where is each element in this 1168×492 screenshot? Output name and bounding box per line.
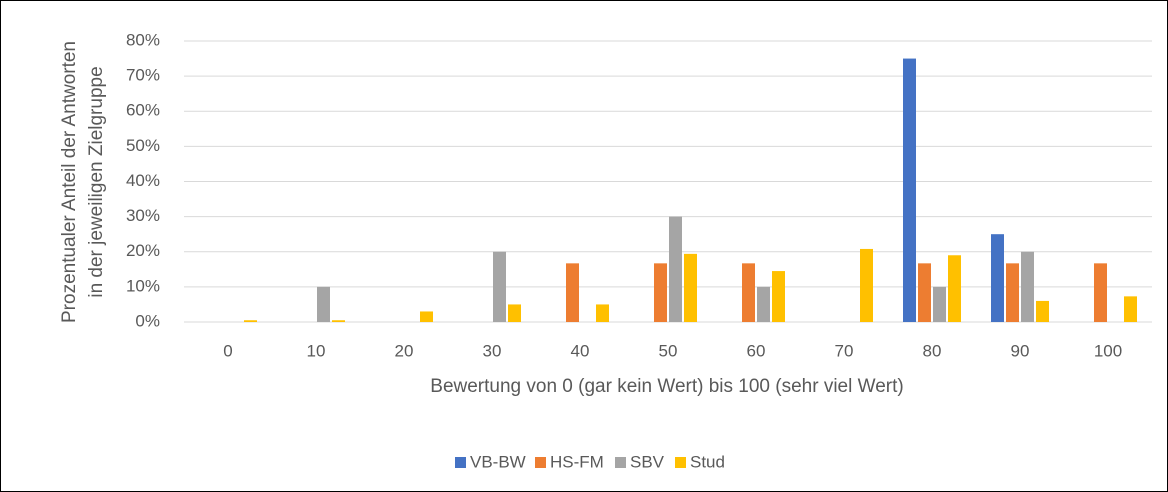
bar xyxy=(948,255,961,322)
bar xyxy=(1006,263,1019,322)
y-tick-label: 70% xyxy=(126,66,160,85)
bar xyxy=(772,271,785,322)
bar xyxy=(654,263,667,322)
legend-swatch xyxy=(675,457,686,468)
bar xyxy=(1036,300,1049,322)
legend-label: Stud xyxy=(690,452,725,471)
bar xyxy=(669,216,682,322)
x-tick-label: 10 xyxy=(307,341,326,360)
y-axis-label-line: in der jeweiligen Zielgruppe xyxy=(86,66,107,297)
bar xyxy=(684,253,697,322)
bar xyxy=(1021,251,1034,322)
y-axis-label-line: Prozentualer Anteil der Antworten xyxy=(59,41,80,323)
y-tick-label: 10% xyxy=(126,276,160,295)
bar xyxy=(991,234,1004,322)
legend-swatch xyxy=(615,457,626,468)
bar xyxy=(742,263,755,322)
y-tick-label: 50% xyxy=(126,136,160,155)
bar xyxy=(317,286,330,322)
legend-label: HS-FM xyxy=(550,452,604,471)
y-axis-label: Prozentualer Anteil der Antworten in der… xyxy=(59,41,107,323)
x-tick-label: 40 xyxy=(571,341,590,360)
x-tick-label: 20 xyxy=(395,341,414,360)
x-tick-label: 70 xyxy=(835,341,854,360)
bar xyxy=(508,304,521,322)
y-tick-label: 40% xyxy=(126,171,160,190)
legend-label: VB-BW xyxy=(470,452,526,471)
bar xyxy=(1094,263,1107,322)
bar xyxy=(860,248,873,322)
bar xyxy=(1124,296,1137,322)
bar xyxy=(596,304,609,322)
bar xyxy=(244,320,257,322)
bar xyxy=(918,263,931,322)
bar xyxy=(566,263,579,322)
y-tick-label: 80% xyxy=(126,30,160,49)
x-tick-label: 0 xyxy=(223,341,232,360)
x-tick-label: 90 xyxy=(1011,341,1030,360)
legend-label: SBV xyxy=(630,452,665,471)
bar xyxy=(332,320,345,322)
bar xyxy=(493,251,506,322)
bar xyxy=(903,58,916,322)
x-tick-label: 80 xyxy=(923,341,942,360)
bar xyxy=(933,286,946,322)
x-tick-label: 60 xyxy=(747,341,766,360)
legend-swatch xyxy=(535,457,546,468)
y-tick-label: 30% xyxy=(126,206,160,225)
bar xyxy=(420,311,433,322)
x-tick-label: 30 xyxy=(483,341,502,360)
x-tick-label: 100 xyxy=(1094,341,1122,360)
legend-swatch xyxy=(455,457,466,468)
y-tick-label: 20% xyxy=(126,241,160,260)
x-tick-label: 50 xyxy=(659,341,678,360)
y-tick-label: 0% xyxy=(135,311,160,330)
bar xyxy=(757,286,770,322)
y-tick-label: 60% xyxy=(126,101,160,120)
x-axis-label: Bewertung von 0 (gar kein Wert) bis 100 … xyxy=(430,376,903,397)
